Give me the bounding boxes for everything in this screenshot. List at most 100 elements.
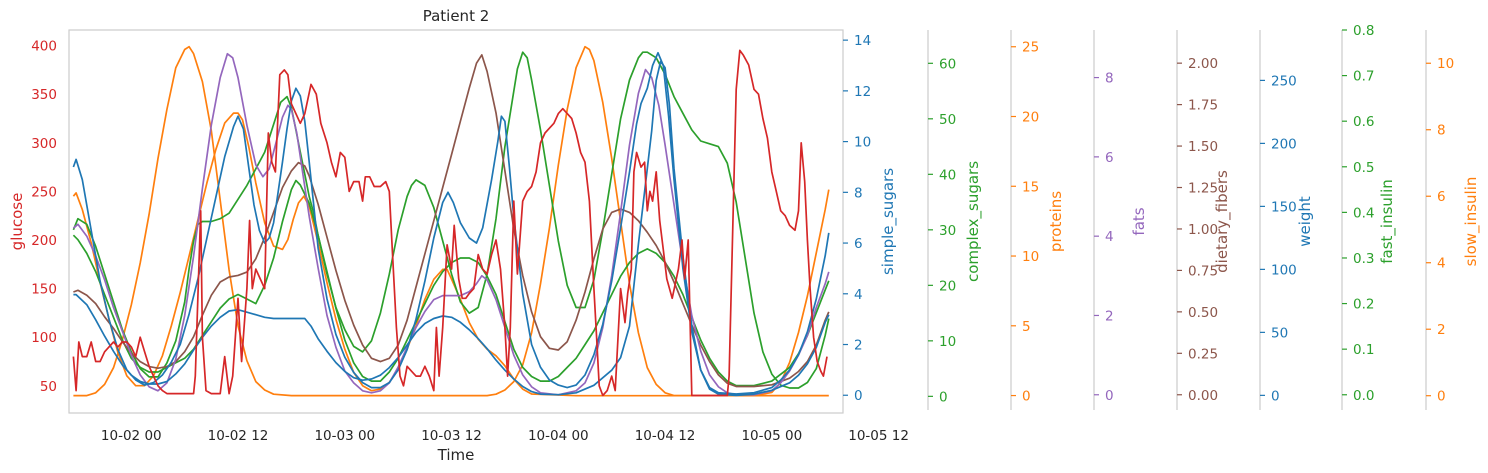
y-tick-label: 14 [854,33,871,49]
y-tick-label: 2.00 [1188,56,1218,72]
x-tick-label: 10-04 12 [635,428,696,444]
y-tick-label: 0 [1271,388,1280,404]
y-axis-label: slow_insulin [1462,177,1481,267]
y-tick-label: 0.1 [1353,342,1374,358]
y-axis-label: fast_insulin [1378,179,1397,264]
y-tick-label: 0.75 [1188,263,1218,279]
y-tick-label: 0.7 [1353,69,1374,85]
y-tick-label: 10 [854,135,871,151]
y-tick-label: 8 [1105,71,1114,87]
y-tick-label: 10 [1437,56,1454,72]
y-axis-label: dietary_fibers [1213,170,1232,273]
y-axis-label: simple_sugars [879,168,898,275]
y-tick-label: 20 [939,278,956,294]
y-tick-label: 0 [1105,388,1114,404]
y-tick-label: 6 [854,236,863,252]
y-axis-label: fats [1130,207,1148,235]
y-tick-label: 25 [1022,40,1039,56]
y-tick-label: 1.50 [1188,139,1218,155]
series-lines [72,45,830,397]
series-line-complex_sugars [72,51,830,389]
y-tick-label: 0.4 [1353,205,1374,221]
series-line-dietary_fibers [73,54,830,388]
y-tick-label: 0.25 [1188,346,1218,362]
y-axis-label: glucose [8,193,26,251]
y-tick-label: 0.3 [1353,251,1374,267]
y-tick-label: 6 [1437,189,1446,205]
y-axis-fast_insulin: 0.0 0.1 0.2 0.3 0.4 0.5 0.6 0.7 0.8 fast_insulin [1341,23,1397,410]
y-tick-label: 5 [1022,319,1031,335]
y-tick-label: 8 [1437,123,1446,139]
y-tick-label: 8 [854,185,863,201]
y-tick-label: 250 [1271,73,1297,89]
y-axis-label: proteins [1047,191,1065,252]
y-tick-label: 10 [1022,249,1039,265]
y-tick-label: 200 [31,233,57,249]
y-tick-label: 250 [31,184,57,200]
plot-frame [68,29,844,414]
y-tick-label: 0 [939,389,948,405]
series-line-simple_sugars [72,51,830,395]
plot-border [68,29,844,414]
y-tick-label: 100 [31,330,57,346]
x-tick-label: 10-05 12 [848,428,909,444]
y-tick-label: 400 [31,39,57,55]
y-tick-label: 1.75 [1188,98,1218,114]
series-line-glucose [72,49,828,397]
y-tick-label: 15 [1022,179,1039,195]
y-tick-label: 2 [1105,308,1114,324]
y-tick-label: 4 [854,287,863,303]
y-tick-label: 0 [1022,389,1031,405]
y-axis-complex_sugars: 0 10 20 30 40 50 60 complex_sugars [927,30,983,410]
y-tick-label: 10 [939,334,956,350]
y-tick-label: 1.00 [1188,222,1218,238]
y-tick-label: 50 [40,379,57,395]
y-axis-simple_sugars: 0 2 4 6 8 10 12 14 simple_sugars [843,33,898,404]
y-tick-label: 1.25 [1188,181,1218,197]
y-tick-label: 30 [939,223,956,239]
y-tick-label: 40 [939,167,956,183]
axes: 10-02 00 10-02 12 10-03 00 10-03 12 10-04 00… [8,23,1481,444]
x-tick-label: 10-04 00 [528,428,589,444]
series-line-weight [73,60,830,397]
series-line-fats [72,52,830,396]
y-tick-label: 350 [31,87,57,103]
y-tick-label: 50 [1271,325,1288,341]
y-axis-glucose: 50 100 150 200 250 300 350 400 glucose [8,39,57,395]
y-axis-label: weight [1296,196,1314,247]
y-tick-label: 0.50 [1188,305,1218,321]
x-tick-label: 10-03 12 [421,428,482,444]
y-tick-label: 2 [854,338,863,354]
y-tick-label: 4 [1437,256,1446,272]
y-tick-label: 50 [939,112,956,128]
y-tick-label: 150 [1271,199,1297,215]
y-axis-slow_insulin: 0 2 4 6 8 10 slow_insulin [1425,30,1481,410]
y-tick-label: 6 [1105,150,1114,166]
y-axis-dietary_fibers: 0.00 0.25 0.50 0.75 1.00 1.25 1.50 1.75 2.00 diet… [1176,30,1232,410]
x-tick-label: 10-02 00 [101,428,162,444]
y-tick-label: 0.5 [1353,160,1374,176]
y-tick-label: 0.0 [1353,388,1374,404]
series-line-proteins [73,45,829,397]
y-axis-proteins: 0 5 10 15 20 25 proteins [1010,30,1065,410]
x-axis-label: Time [437,446,475,464]
x-tick-label: 10-03 00 [314,428,375,444]
y-tick-label: 0.2 [1353,297,1374,313]
y-tick-label: 300 [31,136,57,152]
y-tick-label: 200 [1271,136,1297,152]
chart-title: Patient 2 [423,7,490,25]
series-line-slow_insulin [72,112,830,397]
y-tick-label: 4 [1105,229,1114,245]
x-tick-label: 10-05 00 [741,428,802,444]
y-tick-label: 12 [854,84,871,100]
y-tick-label: 0.00 [1188,388,1218,404]
y-tick-label: 20 [1022,110,1039,126]
y-tick-label: 60 [939,56,956,72]
x-tick-label: 10-02 12 [208,428,269,444]
y-axis-weight: 0 50 100 150 200 250 weight [1259,30,1314,410]
y-tick-label: 0.8 [1353,23,1374,39]
y-axis-fats: 0 2 4 6 8 fats [1093,30,1148,410]
y-tick-label: 0.6 [1353,114,1374,130]
y-tick-label: 150 [31,282,57,298]
